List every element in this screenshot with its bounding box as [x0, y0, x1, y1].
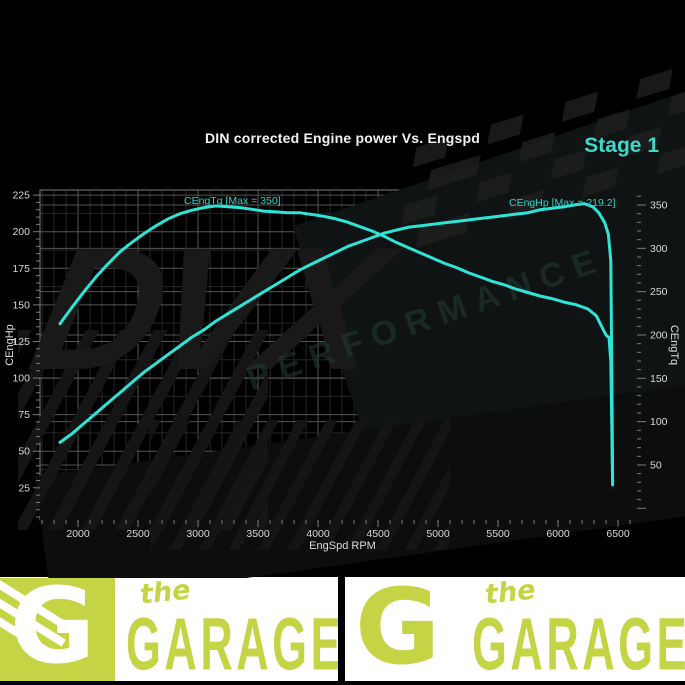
svg-text:150: 150 [650, 373, 668, 385]
svg-text:150: 150 [12, 299, 30, 311]
svg-text:25: 25 [18, 482, 30, 494]
dyno-chart: DVX PERFORMANCE 2000 2500 3000 3500 4000 4500… [4, 50, 685, 578]
curve-CEngHp [58, 202, 615, 487]
garage-logo-unit-2: G the GARAGE [347, 577, 685, 685]
svg-text:200: 200 [650, 329, 668, 341]
right-axis-title: CEngTq [668, 324, 680, 366]
svg-text:50: 50 [18, 446, 30, 458]
diagonal-stripes-watermark [150, 420, 450, 550]
svg-text:6000: 6000 [546, 528, 570, 540]
svg-text:5000: 5000 [426, 528, 450, 540]
g-letter: G [10, 578, 96, 681]
torque-series-label: CEngTq [Max = 350] [184, 195, 281, 207]
left-axis-title: CEngHp [4, 324, 16, 366]
garage-banner: G the GARAGE G the GARAGE [0, 577, 685, 685]
svg-text:200: 200 [12, 226, 30, 238]
svg-text:100: 100 [650, 416, 668, 428]
chart-title: DIN corrected Engine power Vs. Engspd [204, 130, 480, 146]
stage-badge: Stage 1 [584, 134, 659, 157]
svg-text:2000: 2000 [66, 528, 90, 540]
svg-text:5500: 5500 [486, 528, 510, 540]
svg-text:3000: 3000 [186, 528, 210, 540]
garage-g-logo-icon: G [355, 577, 441, 685]
chart-curves: 2000 2500 3000 3500 4000 4500 5000 5500 6000 6500… [12, 190, 667, 540]
garage-g-logo-icon: G [0, 578, 115, 681]
banner-bottom-strip [0, 681, 685, 685]
x-axis-title: EngSpd RPM [309, 540, 376, 552]
chart-text-layer: DIN corrected Engine power Vs. Engspd St… [4, 130, 680, 552]
svg-text:100: 100 [12, 373, 30, 385]
curve-CEngTq [58, 204, 615, 486]
svg-text:4500: 4500 [366, 528, 390, 540]
banner-divider [338, 577, 345, 685]
svg-text:350: 350 [650, 199, 668, 211]
watermark-layer: DVX PERFORMANCE [17, 50, 685, 578]
svg-text:50: 50 [650, 459, 662, 471]
svg-text:225: 225 [12, 190, 30, 202]
svg-text:75: 75 [18, 409, 30, 421]
garage-logo-unit-1: G the GARAGE [0, 577, 341, 685]
power-series-label: CEngHp [Max = 219.2] [509, 197, 616, 209]
svg-text:175: 175 [12, 263, 30, 275]
svg-text:6500: 6500 [606, 528, 630, 540]
svg-text:250: 250 [650, 286, 668, 298]
svg-text:2500: 2500 [126, 528, 150, 540]
svg-text:300: 300 [650, 243, 668, 255]
svg-text:4000: 4000 [306, 528, 330, 540]
svg-text:3500: 3500 [246, 528, 270, 540]
svg-text:125: 125 [12, 336, 30, 348]
brand-garage-text: GARAGE [126, 605, 345, 685]
brand-garage-text: GARAGE [472, 605, 685, 685]
axis-ticks-and-labels: 2000 2500 3000 3500 4000 4500 5000 5500 6000 6500… [12, 190, 667, 540]
